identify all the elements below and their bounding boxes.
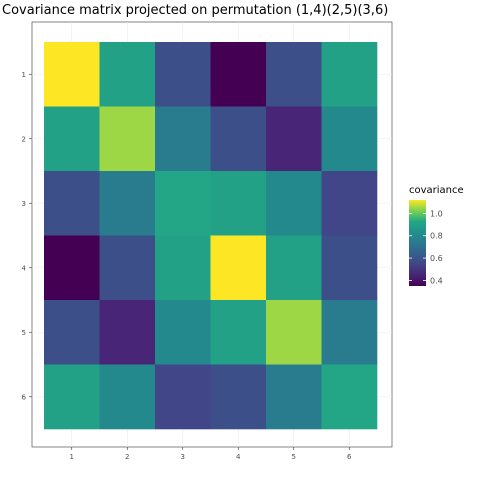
heatmap-cell-r2-c6 <box>321 106 378 172</box>
heatmap-cell-r2-c1 <box>44 106 100 172</box>
heatmap-cell-r3-c2 <box>99 171 156 236</box>
heatmap-cell-r6-c6 <box>321 364 378 430</box>
x-tick-label: 4 <box>236 453 241 461</box>
heatmap-cell-r5-c6 <box>321 300 378 365</box>
heatmap-cell-r6-c1 <box>44 364 100 430</box>
y-tick-label: 3 <box>22 200 26 208</box>
legend-colorbar <box>409 200 426 286</box>
heatmap-cell-r3-c3 <box>155 171 211 236</box>
heatmap-cell-r5-c5 <box>266 300 322 365</box>
legend-break-label: 1.0 <box>430 209 443 218</box>
heatmap-cell-r5-c4 <box>210 300 267 365</box>
x-tick-label: 5 <box>292 453 296 461</box>
y-tick-label: 6 <box>22 393 27 401</box>
heatmap-cell-r6-c5 <box>266 364 322 430</box>
x-axis: 1 2 3 4 5 6 <box>70 447 352 461</box>
heatmap-cell-r6-c4 <box>210 364 267 430</box>
heatmap-cell-r3-c5 <box>266 171 322 236</box>
heatmap-cell-r4-c6 <box>321 235 378 301</box>
y-tick-label: 5 <box>22 329 26 337</box>
heatmap-cell-r4-c3 <box>155 235 211 301</box>
heatmap-cells <box>44 42 378 430</box>
heatmap-cell-r1-c1 <box>44 42 100 107</box>
x-tick-label: 6 <box>347 453 352 461</box>
legend-break-label: 0.8 <box>430 232 443 241</box>
heatmap-cell-r6-c2 <box>99 364 156 430</box>
heatmap-cell-r2-c5 <box>266 106 322 172</box>
legend-break-label: 0.4 <box>430 276 443 285</box>
x-tick-label: 2 <box>125 453 129 461</box>
y-axis: 1 2 3 4 5 6 <box>22 71 32 401</box>
heatmap-cell-r4-c5 <box>266 235 322 301</box>
heatmap-cell-r1-c3 <box>155 42 211 107</box>
heatmap-cell-r2-c4 <box>210 106 267 172</box>
chart-title: Covariance matrix projected on permutati… <box>2 3 388 18</box>
y-tick-label: 2 <box>22 135 26 143</box>
heatmap-cell-r5-c2 <box>99 300 156 365</box>
heatmap-cell-r2-c3 <box>155 106 211 172</box>
heatmap-cell-r3-c6 <box>321 171 378 236</box>
legend-break-label: 0.6 <box>430 254 443 263</box>
heatmap-cell-r3-c4 <box>210 171 267 236</box>
x-tick-label: 3 <box>181 453 185 461</box>
heatmap-cell-r1-c2 <box>99 42 156 107</box>
legend-title: covariance <box>409 185 464 196</box>
legend: covariance 1.0 0.8 0.6 0.4 <box>409 185 464 286</box>
x-tick-label: 1 <box>70 453 74 461</box>
y-tick-label: 1 <box>22 71 26 79</box>
heatmap-cell-r6-c3 <box>155 364 211 430</box>
heatmap-cell-r1-c4 <box>210 42 267 107</box>
heatmap-cell-r4-c1 <box>44 235 100 301</box>
heatmap-cell-r3-c1 <box>44 171 100 236</box>
heatmap-cell-r1-c5 <box>266 42 322 107</box>
heatmap-cell-r2-c2 <box>99 106 156 172</box>
heatmap-cell-r5-c3 <box>155 300 211 365</box>
heatmap-cell-r5-c1 <box>44 300 100 365</box>
y-tick-label: 4 <box>22 264 27 272</box>
heatmap-cell-r4-c4 <box>210 235 267 301</box>
heatmap-cell-r1-c6 <box>321 42 378 107</box>
heatmap-cell-r4-c2 <box>99 235 156 301</box>
